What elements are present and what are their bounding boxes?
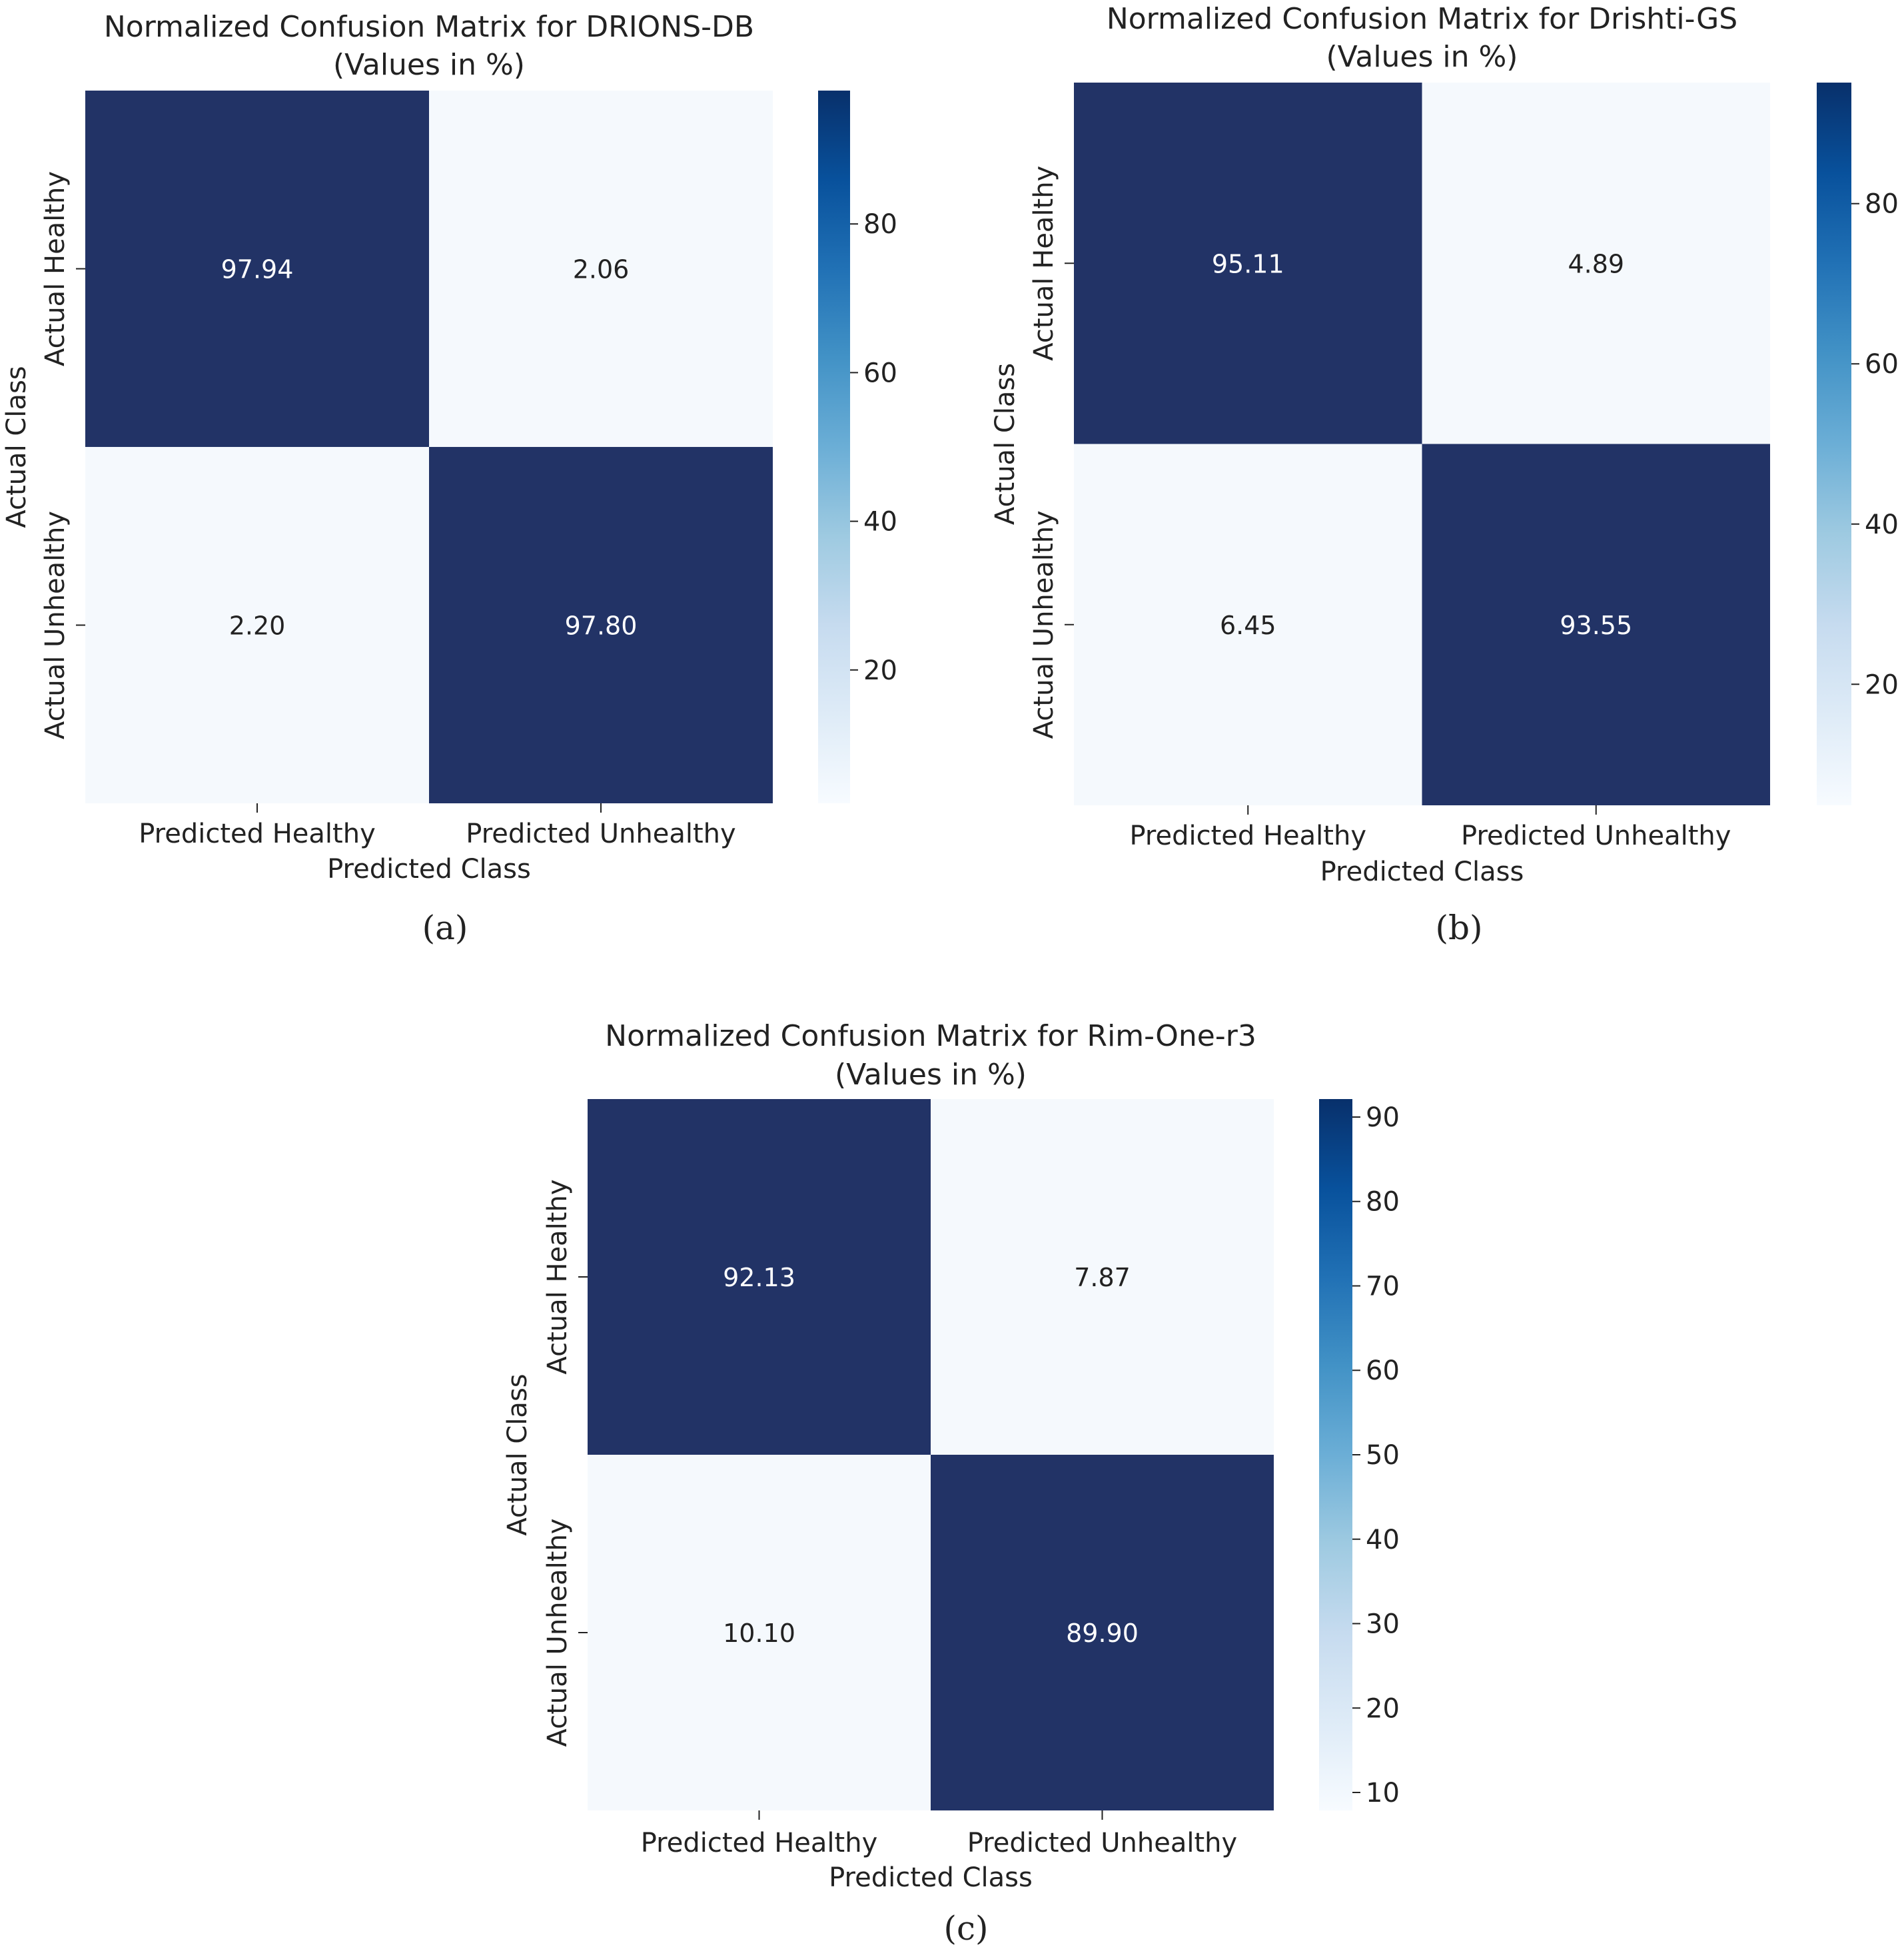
colorbar-tick-label: 80 — [863, 209, 897, 240]
colorbar-tick-label: 40 — [1865, 510, 1899, 540]
colorbar-tick-label: 70 — [1366, 1271, 1400, 1302]
colorbar-tick-label: 80 — [1366, 1187, 1400, 1218]
panel-label: (b) — [1435, 909, 1482, 947]
heatmap-cell — [931, 1455, 1274, 1810]
cell-value-label: 10.10 — [723, 1619, 795, 1648]
colorbar-tick-label: 40 — [1366, 1525, 1400, 1555]
y-tick-label: Actual Healthy — [40, 171, 71, 366]
confusion-matrix-panel-3: Normalized Confusion Matrix for Rim-One-… — [502, 1019, 1400, 1947]
x-axis-label: Predicted Class — [829, 1862, 1033, 1893]
heatmap-cell — [588, 1099, 931, 1455]
panel-label: (c) — [943, 1909, 988, 1947]
x-tick-label: Predicted Healthy — [139, 819, 376, 849]
cell-value-label: 93.55 — [1560, 611, 1632, 640]
heatmap-cell — [1422, 83, 1770, 444]
colorbar — [1319, 1099, 1352, 1810]
colorbar-tick-label: 50 — [1366, 1440, 1400, 1471]
heatmap-cell — [1074, 444, 1422, 805]
colorbar — [1817, 83, 1851, 805]
cell-value-label: 95.11 — [1212, 249, 1284, 278]
cell-value-label: 2.20 — [229, 611, 286, 641]
chart-title: Normalized Confusion Matrix for DRIONS-D… — [104, 10, 754, 44]
colorbar-tick-label: 20 — [1366, 1693, 1400, 1724]
x-axis-label: Predicted Class — [1320, 857, 1524, 887]
chart-subtitle: (Values in %) — [333, 48, 525, 82]
x-axis-label: Predicted Class — [327, 854, 531, 885]
colorbar-tick-label: 60 — [1366, 1356, 1400, 1386]
y-tick-label: Actual Healthy — [542, 1179, 573, 1374]
colorbar-tick-label: 40 — [863, 507, 897, 538]
panel-label: (a) — [422, 909, 468, 947]
colorbar-tick-label: 30 — [1366, 1609, 1400, 1640]
confusion-matrix-panel-2: Normalized Confusion Matrix for Drishti-… — [990, 2, 1899, 947]
y-axis-label: Actual Class — [1, 366, 32, 528]
heatmap-cell — [588, 1455, 931, 1810]
x-tick-label: Predicted Unhealthy — [466, 819, 735, 849]
cell-value-label: 4.89 — [1568, 249, 1624, 278]
x-tick-label: Predicted Unhealthy — [967, 1828, 1237, 1858]
heatmap-cell — [85, 91, 429, 447]
chart-subtitle: (Values in %) — [1326, 40, 1518, 74]
colorbar-tick-label: 80 — [1865, 189, 1899, 220]
cell-value-label: 2.06 — [573, 255, 630, 284]
heatmap-cell — [429, 91, 773, 447]
colorbar-tick-label: 90 — [1366, 1102, 1400, 1133]
cell-value-label: 97.80 — [565, 611, 638, 641]
y-axis-label: Actual Class — [990, 363, 1021, 525]
y-tick-label: Actual Healthy — [1029, 166, 1059, 361]
y-tick-label: Actual Unhealthy — [542, 1519, 573, 1747]
cell-value-label: 7.87 — [1074, 1263, 1131, 1292]
colorbar-tick-label: 20 — [1865, 669, 1899, 700]
x-tick-label: Predicted Healthy — [641, 1828, 878, 1858]
colorbar-tick-label: 60 — [863, 358, 897, 388]
y-axis-label: Actual Class — [502, 1373, 533, 1535]
colorbar-tick-label: 10 — [1366, 1778, 1400, 1808]
colorbar-tick-label: 20 — [863, 655, 897, 686]
cell-value-label: 92.13 — [723, 1263, 795, 1292]
x-tick-label: Predicted Unhealthy — [1461, 821, 1731, 851]
colorbar-tick-label: 60 — [1865, 349, 1899, 380]
chart-title: Normalized Confusion Matrix for Drishti-… — [1107, 2, 1737, 36]
cell-value-label: 89.90 — [1066, 1619, 1139, 1648]
heatmap-cell — [85, 447, 429, 803]
cell-value-label: 97.94 — [221, 255, 294, 284]
heatmap-cell — [931, 1099, 1274, 1455]
x-tick-label: Predicted Healthy — [1129, 821, 1366, 851]
heatmap-cell — [1074, 83, 1422, 444]
chart-subtitle: (Values in %) — [835, 1058, 1027, 1092]
chart-title: Normalized Confusion Matrix for Rim-One-… — [605, 1019, 1256, 1053]
colorbar — [818, 91, 850, 803]
heatmap-cell — [1422, 444, 1770, 805]
confusion-matrix-panel-1: Normalized Confusion Matrix for DRIONS-D… — [1, 10, 897, 947]
y-tick-label: Actual Unhealthy — [40, 511, 71, 739]
cell-value-label: 6.45 — [1220, 611, 1276, 640]
y-tick-label: Actual Unhealthy — [1029, 510, 1059, 739]
heatmap-cell — [429, 447, 773, 803]
